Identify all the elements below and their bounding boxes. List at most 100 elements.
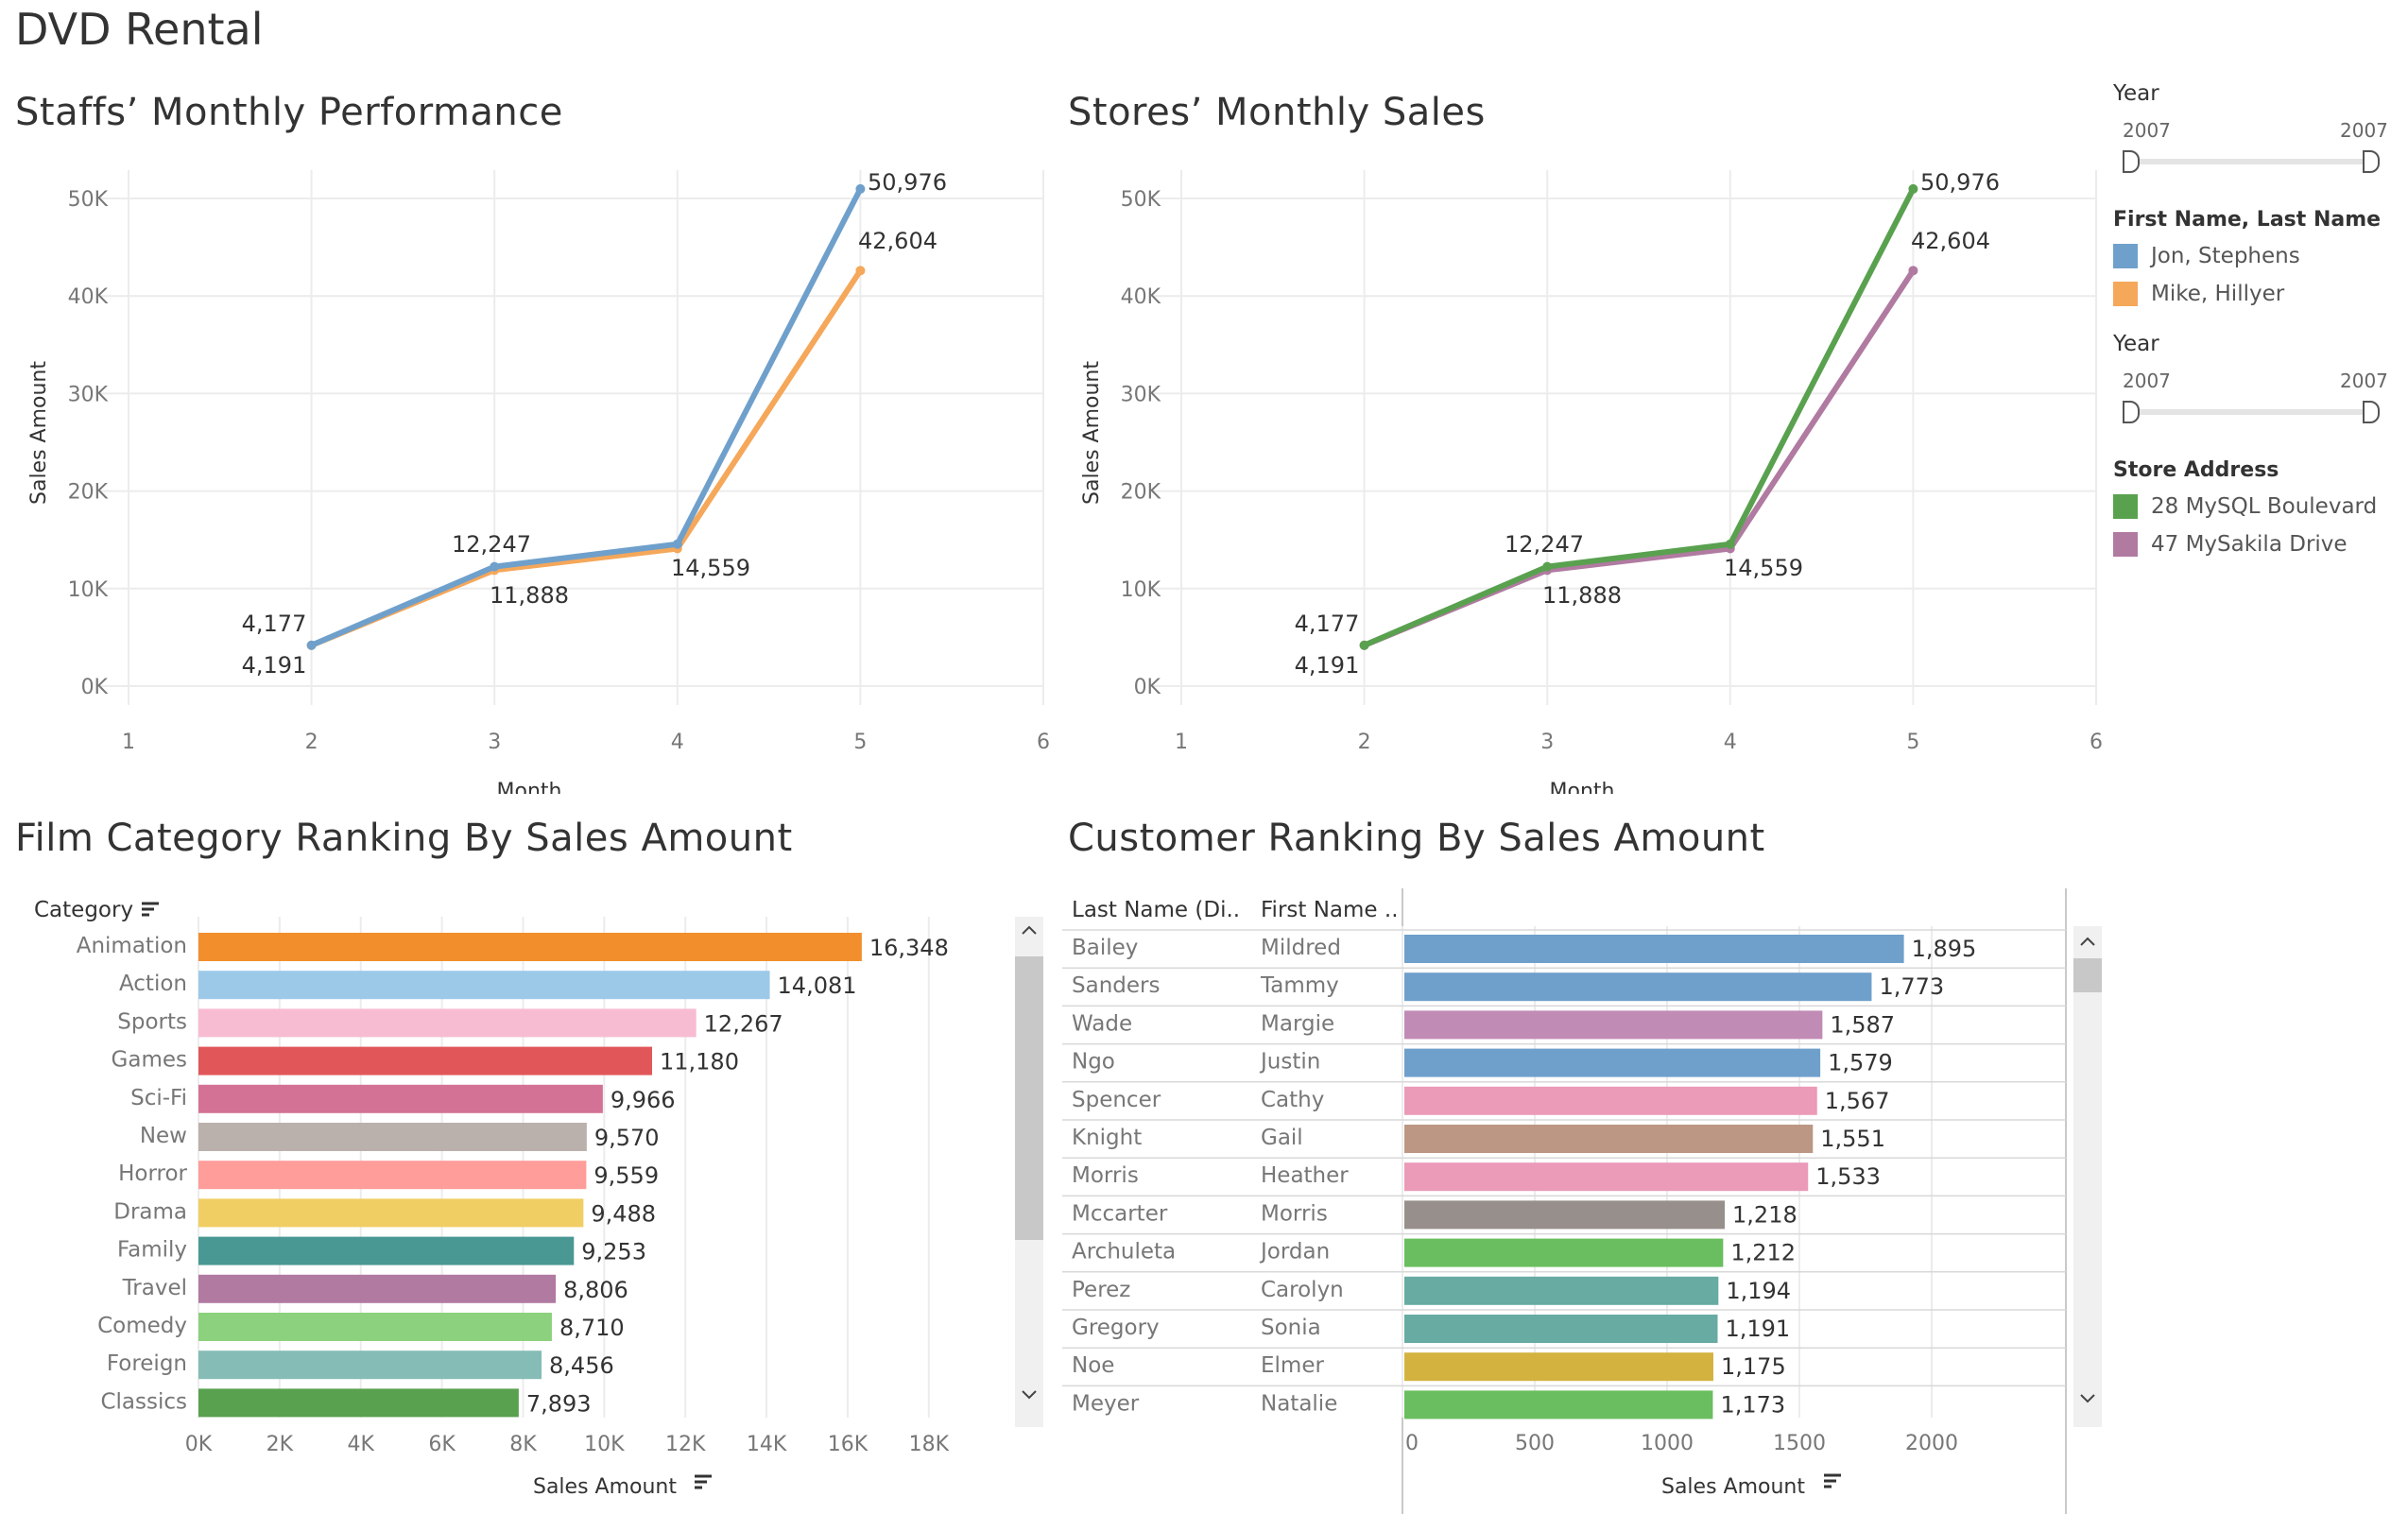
- series-line[interactable]: [1363, 187, 1917, 648]
- legend-item-mike-hillyer[interactable]: Mike, Hillyer: [2113, 275, 2397, 313]
- customer-bar[interactable]: [1404, 1162, 1809, 1192]
- year-range-slider[interactable]: 2007 2007: [2113, 364, 2397, 432]
- category-bar[interactable]: [198, 1388, 519, 1418]
- sort-icon[interactable]: [695, 1474, 712, 1489]
- page-title: DVD Rental: [15, 4, 264, 55]
- y-tick-label: 10K: [1121, 578, 1161, 602]
- customer-bar-chart[interactable]: Last Name (Di.. First Name .. 0 500 1000 1500…: [1053, 888, 2111, 1514]
- category-bar[interactable]: [198, 1084, 603, 1113]
- category-bar[interactable]: [198, 1313, 552, 1341]
- category-bar[interactable]: [198, 1123, 587, 1151]
- data-point[interactable]: [1908, 183, 1918, 194]
- bar-value-label: 8,806: [563, 1277, 628, 1303]
- bar-value-label: 7,893: [526, 1390, 592, 1417]
- series-line[interactable]: [310, 187, 864, 648]
- scrollbar-thumb[interactable]: [2073, 958, 2102, 992]
- data-point[interactable]: [855, 183, 866, 194]
- bar-value-label: 9,966: [611, 1087, 676, 1113]
- data-label: 11,888: [490, 582, 569, 609]
- scroll-down-icon[interactable]: [2080, 1394, 2095, 1403]
- x-tick-label: 10K: [584, 1433, 625, 1456]
- y-tick-label: 30K: [1121, 383, 1161, 406]
- data-point[interactable]: [1542, 561, 1553, 572]
- legend-item-47-mysakila-drive[interactable]: 47 MySakila Drive: [2113, 525, 2397, 563]
- data-label: 11,888: [1542, 582, 1622, 609]
- bar-value-label: 1,567: [1825, 1088, 1890, 1114]
- category-bar[interactable]: [198, 1351, 542, 1380]
- bar-value-label: 8,710: [559, 1315, 625, 1341]
- x-tick-label: 2: [1358, 731, 1371, 754]
- sort-icon[interactable]: [1824, 1473, 1841, 1488]
- category-bar[interactable]: [198, 1046, 652, 1075]
- staff-line-chart[interactable]: 1 2 3 4 5 6 0K 10K 20K 30K 40K 50K Month Sales Amount…: [0, 151, 1058, 794]
- scroll-down-icon[interactable]: [1022, 1390, 1037, 1400]
- data-point[interactable]: [490, 561, 500, 572]
- category-bar[interactable]: [198, 1198, 584, 1228]
- customer-bar[interactable]: [1404, 1086, 1817, 1115]
- bar-value-label: 9,570: [594, 1125, 660, 1151]
- bar-value-label: 9,559: [593, 1162, 659, 1189]
- legend-label: Mike, Hillyer: [2151, 282, 2285, 306]
- customer-bar[interactable]: [1404, 1125, 1814, 1153]
- year-range-slider[interactable]: 2007 2007: [2113, 113, 2397, 181]
- data-point[interactable]: [672, 539, 682, 549]
- customer-bar[interactable]: [1404, 1276, 1719, 1305]
- customer-bar[interactable]: [1404, 1048, 1821, 1077]
- first-name-column-header[interactable]: First Name ..: [1261, 898, 1399, 922]
- y-tick-label: 20K: [68, 481, 109, 505]
- data-point[interactable]: [855, 266, 866, 276]
- customer-bar[interactable]: [1404, 1315, 1718, 1343]
- scroll-up-icon[interactable]: [1022, 925, 1037, 935]
- customer-last-name: Archuleta: [1072, 1240, 1176, 1265]
- category-bar[interactable]: [198, 1236, 575, 1265]
- last-name-column-header[interactable]: Last Name (Di..: [1072, 898, 1240, 922]
- scroll-up-icon[interactable]: [2080, 937, 2095, 946]
- bar-value-label: 1,773: [1879, 973, 1944, 1000]
- y-tick-label: 0K: [1134, 676, 1161, 699]
- customer-first-name: Margie: [1261, 1011, 1334, 1036]
- customer-bar[interactable]: [1404, 1200, 1726, 1230]
- customer-chart-title: Customer Ranking By Sales Amount: [1068, 817, 1765, 860]
- data-label: 50,976: [1920, 169, 2000, 196]
- customer-bar[interactable]: [1404, 1238, 1724, 1267]
- year-filter-title: Year: [2113, 81, 2159, 106]
- x-axis-label: Sales Amount: [533, 1475, 677, 1499]
- x-tick-label: 4: [1724, 731, 1737, 754]
- customer-bar[interactable]: [1404, 935, 1904, 963]
- bar-value-label: 12,267: [704, 1010, 783, 1037]
- staff-legend: Jon, Stephens Mike, Hillyer: [2113, 237, 2397, 313]
- sort-icon[interactable]: [142, 902, 159, 917]
- y-tick-label: 50K: [1121, 188, 1161, 212]
- slider-handle-max[interactable]: [2363, 401, 2380, 423]
- data-point[interactable]: [1725, 539, 1735, 549]
- slider-handle-min[interactable]: [2123, 150, 2140, 173]
- slider-handle-min[interactable]: [2123, 401, 2140, 423]
- category-bar[interactable]: [198, 971, 770, 1000]
- customer-bar[interactable]: [1404, 972, 1872, 1002]
- scrollbar-thumb[interactable]: [1015, 956, 1043, 1240]
- data-label: 42,604: [858, 228, 937, 254]
- data-point[interactable]: [306, 640, 317, 650]
- x-tick-label: 6: [2090, 731, 2103, 754]
- slider-track[interactable]: [2123, 159, 2376, 164]
- legend-item-jon-stephens[interactable]: Jon, Stephens: [2113, 237, 2397, 275]
- legend-item-28-mysql-boulevard[interactable]: 28 MySQL Boulevard: [2113, 488, 2397, 525]
- data-point[interactable]: [1359, 640, 1369, 650]
- customer-first-name: Jordan: [1259, 1240, 1330, 1265]
- slider-track[interactable]: [2123, 409, 2376, 415]
- store-line-chart[interactable]: 1 2 3 4 5 6 0K 10K 20K 30K 40K 50K Month Sales Amount…: [1053, 151, 2111, 794]
- category-bar[interactable]: [198, 1008, 697, 1038]
- customer-bar[interactable]: [1404, 1010, 1823, 1040]
- customer-bar[interactable]: [1404, 1352, 1713, 1382]
- data-label: 4,191: [242, 652, 307, 679]
- category-bar[interactable]: [198, 1161, 587, 1190]
- data-point[interactable]: [1908, 266, 1918, 276]
- category-label: Horror: [118, 1161, 187, 1186]
- x-tick-label: 2000: [1905, 1432, 1958, 1455]
- scrollbar-track[interactable]: [2073, 926, 2102, 1427]
- category-bar[interactable]: [198, 1274, 557, 1303]
- slider-handle-max[interactable]: [2363, 150, 2380, 173]
- category-bar[interactable]: [198, 933, 862, 961]
- customer-bar[interactable]: [1404, 1390, 1713, 1419]
- category-bar-chart[interactable]: Category Animation Action Sports Games Sci-Fi…: [0, 888, 1058, 1514]
